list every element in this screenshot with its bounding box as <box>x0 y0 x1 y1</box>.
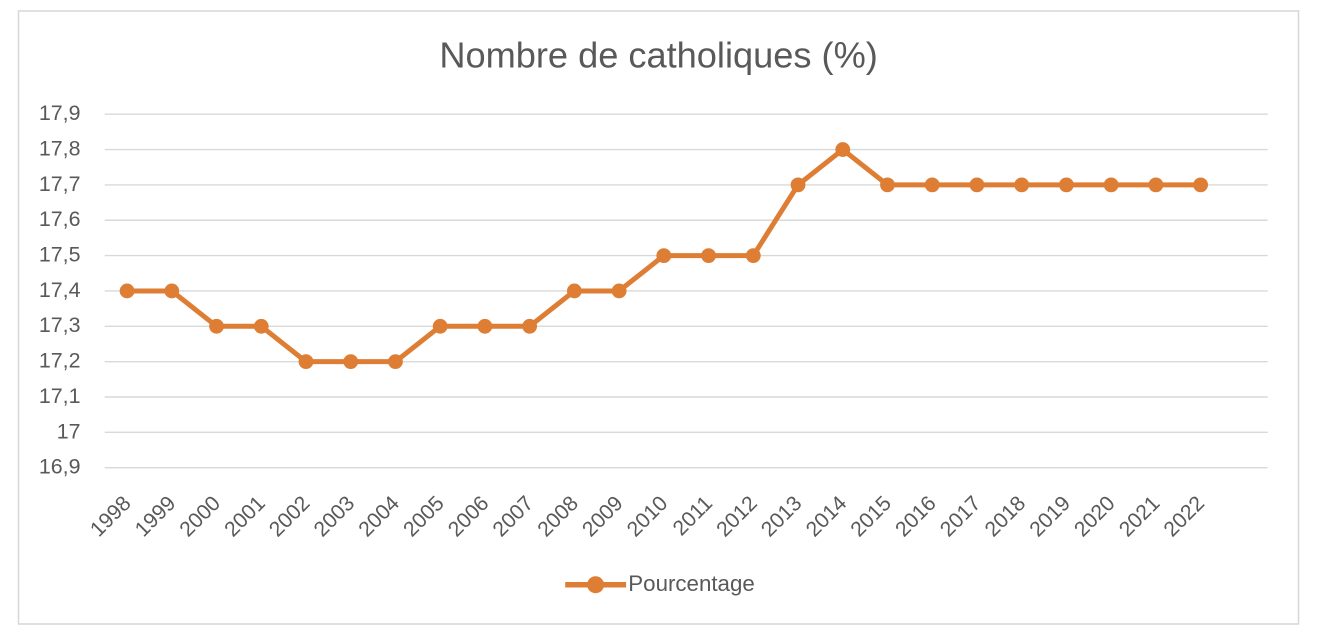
svg-text:17,1: 17,1 <box>39 384 81 408</box>
svg-text:Nombre de catholiques (%): Nombre de catholiques (%) <box>439 35 877 76</box>
svg-text:16,9: 16,9 <box>39 455 81 479</box>
svg-text:17,5: 17,5 <box>39 243 81 267</box>
svg-text:Pourcentage: Pourcentage <box>628 571 754 596</box>
svg-text:17,7: 17,7 <box>39 172 81 196</box>
svg-text:17,4: 17,4 <box>39 278 81 302</box>
svg-text:17,3: 17,3 <box>39 313 81 337</box>
svg-text:17: 17 <box>57 419 81 443</box>
svg-text:17,9: 17,9 <box>39 101 81 125</box>
svg-text:17,8: 17,8 <box>39 136 81 160</box>
svg-text:17,6: 17,6 <box>39 207 81 231</box>
svg-text:17,2: 17,2 <box>39 349 81 373</box>
